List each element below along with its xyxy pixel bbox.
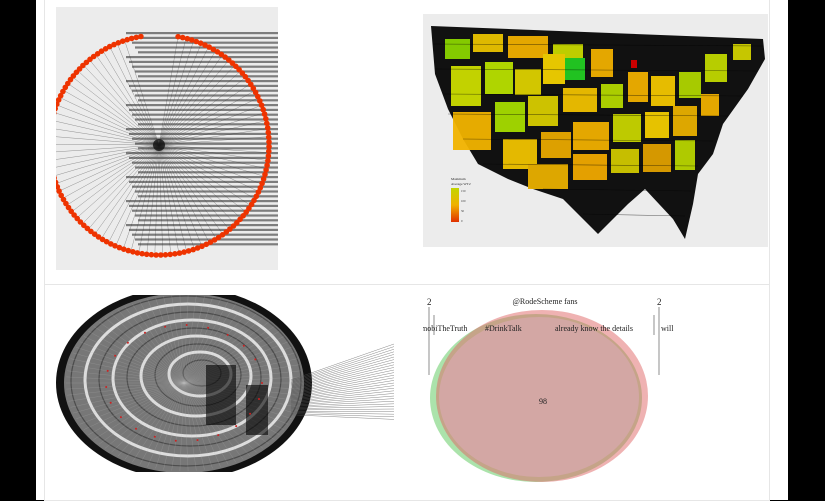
venn-right-count: 2	[657, 297, 662, 307]
venn-left-label-2: #DrinkTalk	[485, 324, 522, 333]
us-map-thumbnail[interactable]: Maximum Average WT2 150 100 50 0	[423, 14, 768, 247]
gallery-cell-network-circle[interactable]	[44, 0, 408, 285]
map-legend-colorbar	[451, 188, 459, 222]
venn-left-count: 2	[427, 297, 432, 307]
image-gallery: Maximum Average WT2 150 100 50 0	[36, 0, 788, 500]
spiral-network-graphic	[56, 295, 396, 472]
gallery-cell-spiral-network[interactable]	[44, 285, 408, 501]
gallery-cell-us-map[interactable]: Maximum Average WT2 150 100 50 0	[407, 0, 770, 285]
network-circle-graphic	[56, 7, 278, 270]
network-circle-thumbnail[interactable]	[56, 7, 278, 270]
gallery-cell-venn[interactable]: 2 2 @RodeScheme fans mobiTheTruth #Drink…	[407, 285, 770, 501]
venn-left-label: mobiTheTruth	[423, 324, 467, 333]
map-legend-tick: 50	[461, 209, 465, 213]
us-map-graphic: Maximum Average WT2 150 100 50 0	[423, 14, 768, 247]
map-legend-tick: 0	[461, 219, 463, 223]
venn-top-label: @RodeScheme fans	[513, 297, 578, 306]
map-legend-subtitle: Average WT2	[451, 182, 471, 186]
spiral-network-thumbnail[interactable]	[56, 295, 396, 472]
venn-right-label: already know the details	[555, 324, 633, 333]
venn-right-label-2: will	[661, 324, 674, 333]
venn-thumbnail[interactable]: 2 2 @RodeScheme fans mobiTheTruth #Drink…	[423, 295, 683, 495]
venn-graphic: 2 2 @RodeScheme fans mobiTheTruth #Drink…	[423, 295, 683, 495]
venn-center-value: 98	[539, 397, 547, 406]
map-legend-tick: 150	[461, 189, 466, 193]
map-legend-tick: 100	[461, 199, 466, 203]
map-legend-title: Maximum	[451, 177, 466, 181]
